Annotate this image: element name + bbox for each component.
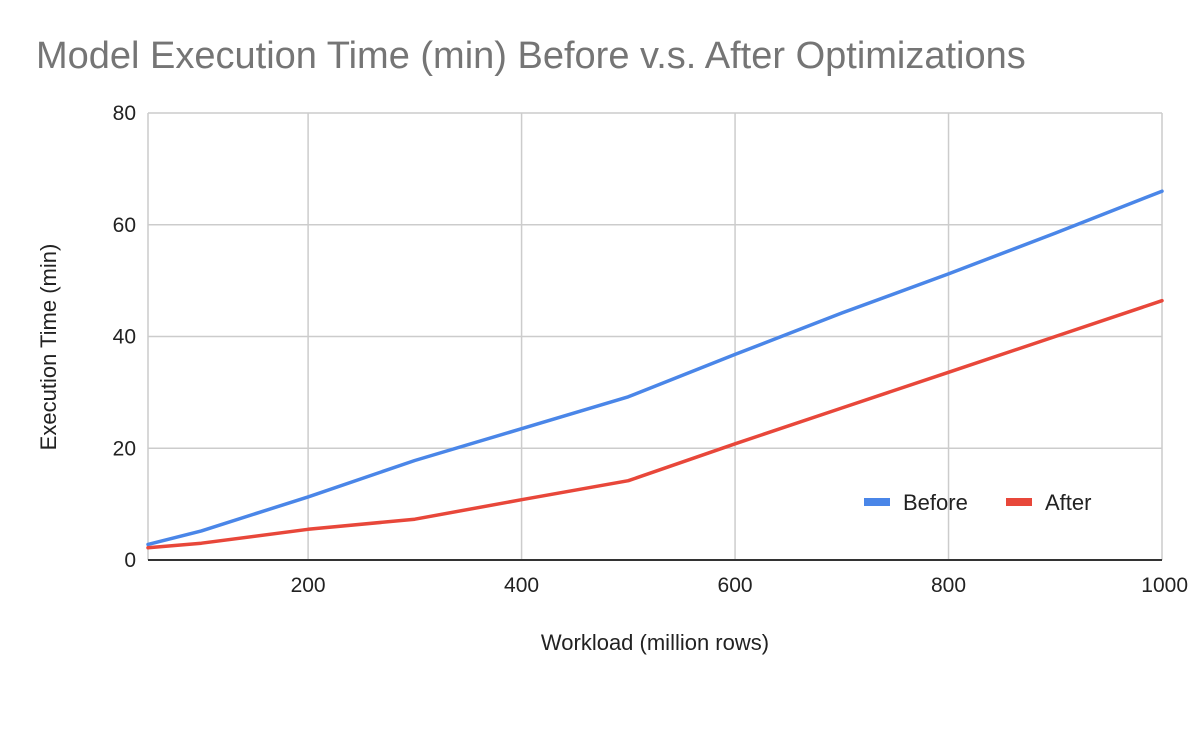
x-tick-label: 400	[504, 574, 539, 597]
y-tick-label: 80	[113, 102, 136, 125]
y-tick-label: 60	[113, 214, 136, 237]
x-tick-label: 800	[931, 574, 966, 597]
chart-title: Model Execution Time (min) Before v.s. A…	[36, 35, 1026, 77]
legend-label-after: After	[1045, 490, 1091, 515]
y-axis-ticks: 0 20 40 60 80	[113, 102, 136, 572]
x-axis-ticks: 200 400 600 800 1000	[291, 574, 1188, 597]
series-lines	[146, 189, 1164, 550]
x-axis-label: Workload (million rows)	[541, 630, 769, 655]
series-line-after	[146, 298, 1164, 550]
x-tick-label: 200	[291, 574, 326, 597]
x-tick-label: 600	[718, 574, 753, 597]
legend-swatch-after	[1006, 498, 1032, 506]
y-tick-label: 20	[113, 437, 136, 460]
legend-swatch-before	[864, 498, 890, 506]
y-axis-label: Execution Time (min)	[36, 244, 61, 451]
series-line-before	[146, 189, 1164, 547]
grid	[147, 112, 1163, 561]
y-tick-label: 40	[113, 326, 136, 349]
x-tick-label: 1000	[1141, 574, 1188, 597]
y-tick-label: 0	[124, 549, 136, 572]
legend-label-before: Before	[903, 490, 968, 515]
legend: Before After	[864, 490, 1091, 515]
